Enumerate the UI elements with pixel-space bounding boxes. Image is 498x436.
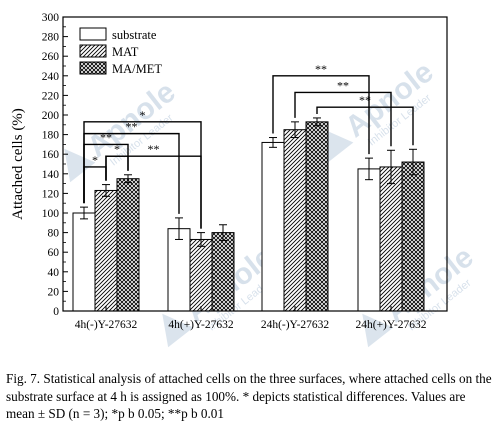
- y-tick-label: 200: [42, 110, 60, 122]
- legend-label: substrate: [112, 28, 157, 42]
- y-tick-label: 60: [48, 247, 60, 259]
- bar: [283, 129, 307, 312]
- legend-label: MAT: [112, 45, 139, 59]
- bar: [261, 141, 285, 312]
- significance-bracket: [272, 75, 370, 155]
- y-tick-label: 180: [42, 130, 60, 142]
- significance-bracket: [316, 106, 414, 146]
- legend-swatch: [79, 61, 107, 75]
- y-tick-label: 260: [42, 51, 60, 63]
- significance-label: **: [126, 120, 138, 134]
- y-tick-label: 140: [42, 169, 60, 181]
- error-bars: [80, 117, 417, 247]
- legend: substrate MAT MA/MET: [79, 27, 162, 76]
- significance-label: **: [359, 93, 371, 107]
- significance-brackets: ***************: [83, 62, 414, 229]
- x-tick-label: 4h(+)Y-27632: [168, 319, 234, 331]
- x-tick-label: 24h(+)Y-27632: [355, 319, 426, 331]
- y-tick-label: 100: [42, 208, 60, 220]
- y-tick-label: 120: [42, 188, 60, 200]
- y-tick-label: 300: [42, 12, 60, 24]
- significance-label: **: [337, 78, 349, 92]
- bars: [72, 121, 425, 312]
- y-tick-label: 40: [48, 267, 60, 279]
- bar: [379, 166, 403, 312]
- bar: [401, 161, 425, 312]
- x-tick-label: 4h(-)Y-27632: [75, 319, 138, 331]
- bar: [189, 238, 213, 312]
- watermark-logo-icon: [362, 313, 394, 348]
- significance-label: *: [140, 108, 146, 122]
- watermark-logo-icon: [322, 128, 354, 163]
- y-tick-label: 280: [42, 32, 60, 44]
- x-tick-label: 24h(-)Y-27632: [261, 319, 330, 331]
- y-axis-label: Attached cells (%): [10, 108, 26, 220]
- bar: [167, 228, 191, 312]
- bar: [116, 178, 140, 312]
- legend-swatch: [79, 27, 107, 41]
- y-tick-label: 0: [53, 306, 59, 318]
- legend-swatch: [79, 44, 107, 58]
- watermark-logo-icon: [162, 313, 194, 348]
- significance-label: *: [92, 153, 98, 167]
- significance-label: *: [114, 142, 120, 156]
- bar: [305, 121, 329, 312]
- significance-bracket: [294, 91, 392, 147]
- significance-label: **: [315, 62, 327, 76]
- watermark-logo-icon: [64, 148, 96, 183]
- bar: [94, 189, 118, 312]
- significance-label: **: [148, 142, 160, 156]
- y-tick-label: 240: [42, 71, 60, 83]
- significance-label: **: [100, 130, 112, 144]
- bar: [211, 232, 235, 312]
- bar: [357, 168, 381, 312]
- bar: [72, 212, 96, 312]
- significance-bracket: [105, 155, 202, 229]
- axes: 0 20 40 60 80 100 120 140 160 180 200 220 240 260 280 3…: [10, 12, 448, 331]
- y-tick-label: 220: [42, 90, 60, 102]
- y-tick-label: 160: [42, 149, 60, 161]
- y-tick-label: 80: [48, 228, 60, 240]
- figure-caption: Fig. 7. Statistical analysis of attached…: [6, 371, 492, 421]
- y-tick-label: 20: [48, 286, 60, 298]
- legend-label: MA/MET: [112, 62, 162, 76]
